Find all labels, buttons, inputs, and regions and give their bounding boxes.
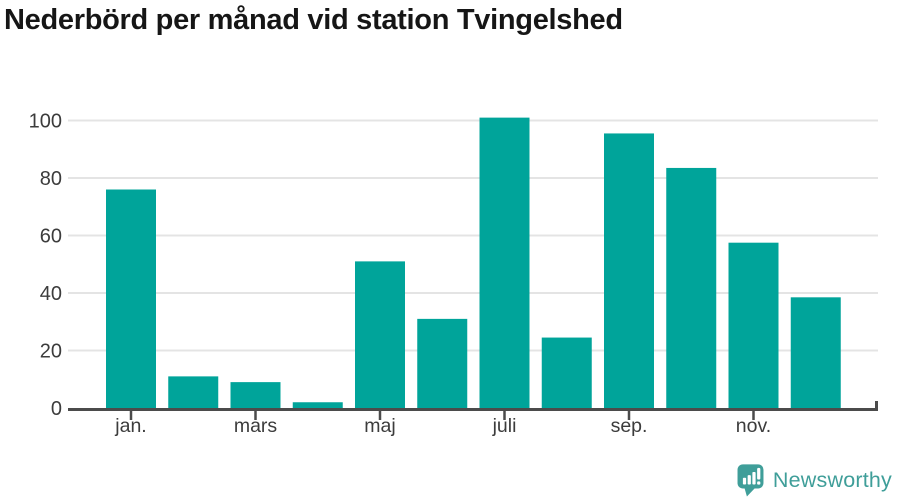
bar-sep. [604, 133, 654, 408]
bar-juli [479, 117, 530, 408]
bar-feb. [168, 376, 219, 408]
y-tick-label-60: 60 [40, 226, 62, 248]
bar-apr. [292, 402, 343, 408]
bar-okt. [666, 167, 717, 408]
brand-name: Newsworthy [772, 467, 892, 492]
y-tick-label-80: 80 [40, 168, 62, 190]
y-tick-label-100: 100 [29, 111, 62, 133]
bar-chart: jan. mars maj juli sep. nov. 0 20 40 60 80 100 [29, 111, 878, 437]
chart-title: Nederbörd per månad vid station Tvingels… [4, 4, 623, 36]
x-tick-label-nov.: nov. [736, 415, 771, 437]
x-tick-label-maj: maj [364, 415, 395, 437]
bar-maj [355, 261, 405, 408]
newsworthy-logo-icon [736, 463, 765, 497]
bar-juni [417, 318, 468, 408]
x-tick-label-sep.: sep. [611, 415, 648, 437]
x-tick-label-juli: juli [492, 415, 517, 437]
y-tick-label-20: 20 [40, 341, 62, 363]
bar-jan. [106, 189, 156, 408]
bar-mars [230, 382, 281, 408]
bar-nov. [728, 242, 779, 408]
bar-aug. [541, 337, 592, 408]
x-tick-label-mars: mars [234, 415, 278, 437]
y-tick-label-40: 40 [40, 283, 62, 305]
brand-footer: Newsworthy [736, 463, 892, 497]
x-tick-label-jan.: jan. [114, 415, 146, 437]
y-tick-label-0: 0 [51, 398, 62, 420]
bar-dec. [790, 297, 841, 408]
